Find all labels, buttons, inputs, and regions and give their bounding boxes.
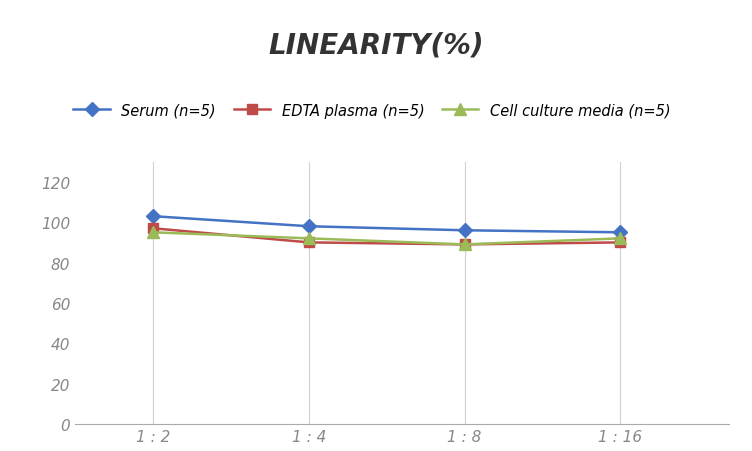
Text: LINEARITY(%): LINEARITY(%) xyxy=(268,32,484,60)
Line: Serum (n=5): Serum (n=5) xyxy=(148,212,625,238)
Cell culture media (n=5) xyxy=(616,236,625,242)
EDTA plasma (n=5) xyxy=(616,240,625,245)
Serum (n=5) xyxy=(616,230,625,235)
Serum (n=5) xyxy=(305,224,314,230)
EDTA plasma (n=5) xyxy=(460,242,469,248)
Cell culture media (n=5) xyxy=(305,236,314,242)
EDTA plasma (n=5) xyxy=(305,240,314,245)
Legend: Serum (n=5), EDTA plasma (n=5), Cell culture media (n=5): Serum (n=5), EDTA plasma (n=5), Cell cul… xyxy=(68,97,677,124)
Cell culture media (n=5) xyxy=(149,230,158,235)
Line: Cell culture media (n=5): Cell culture media (n=5) xyxy=(147,227,626,250)
EDTA plasma (n=5) xyxy=(149,226,158,231)
Serum (n=5) xyxy=(149,214,158,219)
Serum (n=5) xyxy=(460,228,469,234)
Cell culture media (n=5) xyxy=(460,242,469,248)
Line: EDTA plasma (n=5): EDTA plasma (n=5) xyxy=(148,224,625,250)
